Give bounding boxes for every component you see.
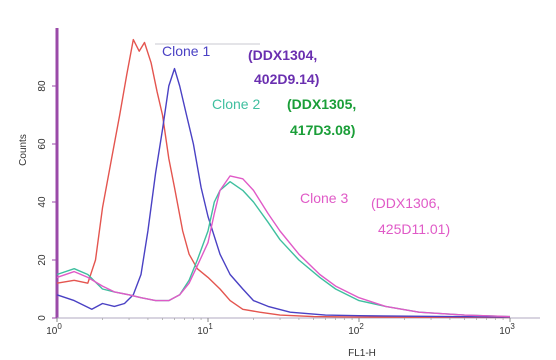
y-tick-label-0: 0 bbox=[37, 315, 48, 321]
x-tick-label-1: 101 bbox=[197, 322, 213, 337]
x-tick-label-3: 103 bbox=[499, 322, 515, 337]
clone1-code-line2: 402D9.14) bbox=[254, 71, 319, 87]
y-tick-label-4: 80 bbox=[37, 80, 48, 92]
clone2-code-line1: (DDX1305, bbox=[287, 96, 356, 112]
y-tick-label-1: 20 bbox=[37, 254, 48, 266]
clone2-label: Clone 2 bbox=[212, 96, 260, 112]
y-tick-label-3: 60 bbox=[37, 138, 48, 150]
clone3-label: Clone 3 bbox=[300, 190, 348, 206]
clone1-label: Clone 1 bbox=[162, 43, 210, 59]
ticks-group: 0 20 40 60 80 100 101 102 103 bbox=[37, 80, 515, 337]
series-line-3 bbox=[56, 181, 511, 318]
x-tick-label-2: 102 bbox=[348, 322, 364, 337]
clone3-code-line1: (DDX1306, bbox=[371, 195, 440, 211]
series-group bbox=[56, 38, 511, 319]
x-tick-label-0: 100 bbox=[46, 322, 62, 337]
axes bbox=[55, 28, 540, 319]
clone1-code-line1: (DDX1304, bbox=[248, 47, 317, 63]
clone3-code-line2: 425D11.01) bbox=[378, 221, 450, 237]
clone2-code-line2: 417D3.08) bbox=[290, 122, 355, 138]
y-axis-label: Counts bbox=[18, 134, 29, 166]
series-line-4 bbox=[56, 175, 511, 318]
series-line-2 bbox=[56, 67, 511, 318]
series-line-1 bbox=[56, 38, 511, 319]
x-axis-label: FL1-H bbox=[348, 348, 376, 359]
y-tick-label-2: 40 bbox=[37, 196, 48, 208]
